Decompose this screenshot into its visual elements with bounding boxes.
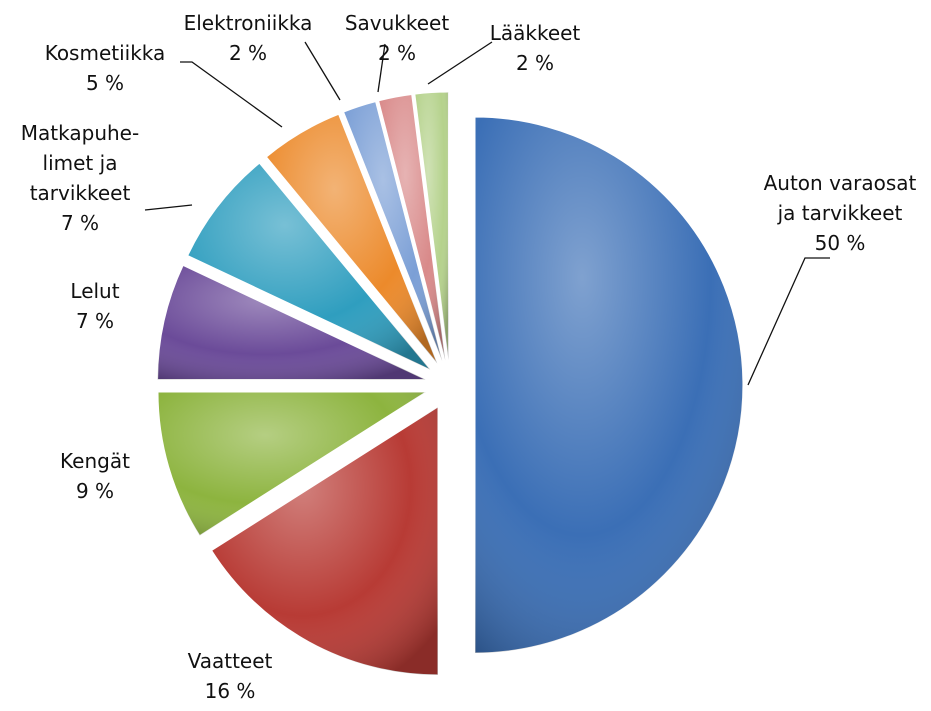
leader-line — [377, 43, 386, 93]
leader-line — [144, 204, 193, 211]
value-label: 7 % — [61, 211, 99, 235]
value-label: 2 % — [516, 51, 554, 75]
slice-shade — [378, 94, 446, 361]
slice-shade — [187, 163, 431, 370]
slice-shade — [343, 101, 443, 362]
slice-label: Kosmetiikka — [45, 41, 166, 65]
slice-label: Auton varaosat ja tarvikkeet — [764, 171, 917, 225]
slice-shade — [211, 406, 438, 675]
value-label: 9 % — [76, 479, 114, 503]
leader-line — [180, 61, 283, 128]
slice-shade — [157, 391, 426, 536]
value-label: 50 % — [815, 231, 866, 255]
slice-shade — [414, 92, 449, 361]
value-label: 7 % — [76, 309, 114, 333]
slice-shade — [157, 265, 426, 380]
value-label: 2 % — [229, 41, 267, 65]
slice-label: Lelut — [70, 279, 119, 303]
value-label: 5 % — [86, 71, 124, 95]
slice-label: Elektroniikka — [184, 11, 313, 35]
leader-line — [747, 257, 830, 386]
slice-label: Matkapuhe-limet ja tarvikkeet — [21, 121, 139, 205]
leader-line — [427, 41, 493, 85]
slice-label: Lääkkeet — [490, 21, 581, 45]
slice-label: Kengät — [60, 449, 130, 473]
slice-label: Savukkeet — [345, 11, 450, 35]
slice-shade — [475, 117, 743, 653]
value-label: 16 % — [205, 679, 256, 703]
slice-shade — [266, 114, 438, 364]
leader-line — [304, 41, 341, 101]
slice-label: Vaatteet — [188, 649, 273, 673]
